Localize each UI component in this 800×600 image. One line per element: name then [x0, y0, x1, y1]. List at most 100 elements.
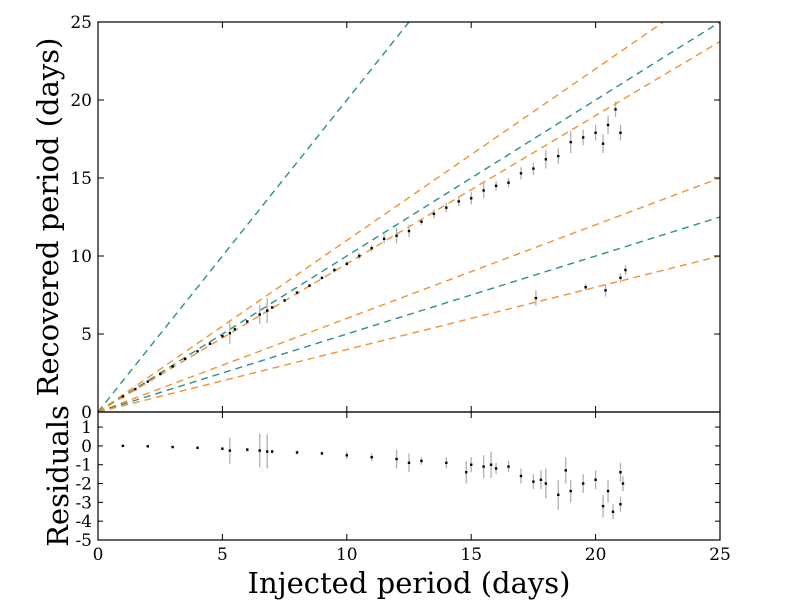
main-point [295, 291, 299, 294]
main-point [619, 276, 622, 280]
residual-y-tick-label: -3 [75, 493, 92, 513]
main-point [320, 276, 324, 280]
main-point [134, 387, 137, 391]
residual-point [121, 444, 125, 448]
x-tick-label: 0 [93, 545, 104, 565]
residual-point [146, 445, 149, 448]
residual-y-tick-label: 1 [81, 418, 92, 438]
main-point [146, 380, 149, 383]
main-point [519, 172, 523, 175]
residual-y-tick-label: -1 [75, 456, 92, 476]
main-point [507, 181, 510, 184]
main-point [370, 247, 373, 250]
main-y-tick-label: 15 [70, 169, 92, 189]
residual-point [221, 447, 224, 450]
main-point [121, 395, 125, 398]
residual-point [619, 503, 622, 506]
residual-point [507, 465, 510, 468]
main-point [333, 268, 336, 272]
main-point [265, 309, 269, 312]
main-point [544, 158, 548, 161]
main-point [258, 313, 261, 316]
main-point [619, 131, 622, 134]
main-point [270, 306, 274, 309]
reference-line-1 [98, 22, 665, 412]
main-point [382, 237, 386, 241]
main-point [171, 365, 174, 368]
residuals-panel: 10-1-2-3-4-5 0 5 10 15 20 25 Residuals [41, 405, 731, 565]
residual-point [320, 452, 324, 455]
x-ticks: 0 5 10 15 20 25 [93, 412, 731, 565]
residual-y-axis-title: Residuals [41, 405, 75, 547]
residual-y-ticks: 10-1-2-3-4-5 [75, 418, 720, 551]
main-point [606, 123, 610, 127]
main-point [532, 167, 535, 170]
main-point [584, 286, 587, 289]
residual-point [519, 474, 523, 478]
main-y-tick-label: 5 [81, 325, 92, 345]
x-tick-label: 5 [217, 545, 228, 565]
main-point [407, 229, 411, 233]
main-point [233, 328, 237, 331]
main-panel: 0 5 10 15 20 25 Recovered period (days) [31, 13, 721, 423]
main-point [221, 334, 224, 338]
residual-point [569, 489, 572, 493]
x-tick-label: 10 [336, 545, 358, 565]
residual-point [539, 478, 543, 481]
residual-point [407, 461, 411, 465]
main-point [308, 284, 311, 287]
x-tick-label: 25 [709, 545, 731, 565]
main-point [569, 140, 572, 144]
x-axis-title: Injected period (days) [248, 566, 571, 600]
residual-y-tick-label: 0 [81, 437, 92, 457]
residual-point [494, 467, 498, 470]
main-point [581, 136, 585, 139]
main-point [557, 154, 560, 158]
residual-point [258, 449, 261, 452]
residual-point [465, 471, 468, 474]
main-point [445, 206, 448, 209]
residual-point [228, 449, 232, 452]
main-point [494, 184, 498, 187]
residual-point [270, 450, 274, 453]
residual-y-tick-label: -2 [75, 475, 92, 495]
main-point [482, 189, 485, 192]
residual-plot-frame [97, 411, 721, 541]
residual-point [601, 504, 605, 508]
residual-point [564, 469, 567, 472]
main-point [228, 332, 232, 335]
residual-point [489, 463, 493, 466]
residual-point [621, 482, 625, 485]
main-point [470, 197, 473, 200]
main-point [420, 220, 423, 223]
main-y-ticks: 0 5 10 15 20 25 [70, 13, 721, 423]
residual-point [265, 450, 269, 453]
main-y-tick-label: 0 [81, 403, 92, 423]
reference-line-0 [98, 22, 410, 412]
main-point [534, 296, 538, 300]
main-point [624, 268, 627, 272]
main-point [183, 357, 187, 361]
main-point [395, 234, 398, 237]
residual-point [611, 510, 615, 513]
residual-point [295, 451, 299, 454]
residual-point [445, 461, 448, 465]
residual-point [420, 459, 423, 463]
main-point [358, 254, 361, 258]
main-point [601, 142, 605, 145]
reference-lines [98, 22, 720, 412]
residual-y-tick-label: -4 [75, 512, 92, 532]
residual-point [482, 465, 485, 468]
main-point [432, 212, 436, 216]
main-point [457, 200, 460, 203]
main-point [614, 108, 617, 111]
residual-point [196, 446, 199, 449]
main-point [246, 320, 249, 323]
residual-point [544, 482, 548, 485]
main-points [121, 101, 627, 398]
main-y-tick-label: 25 [70, 13, 92, 33]
reference-line-5 [98, 216, 720, 412]
main-point [345, 262, 348, 265]
main-point [159, 372, 162, 376]
